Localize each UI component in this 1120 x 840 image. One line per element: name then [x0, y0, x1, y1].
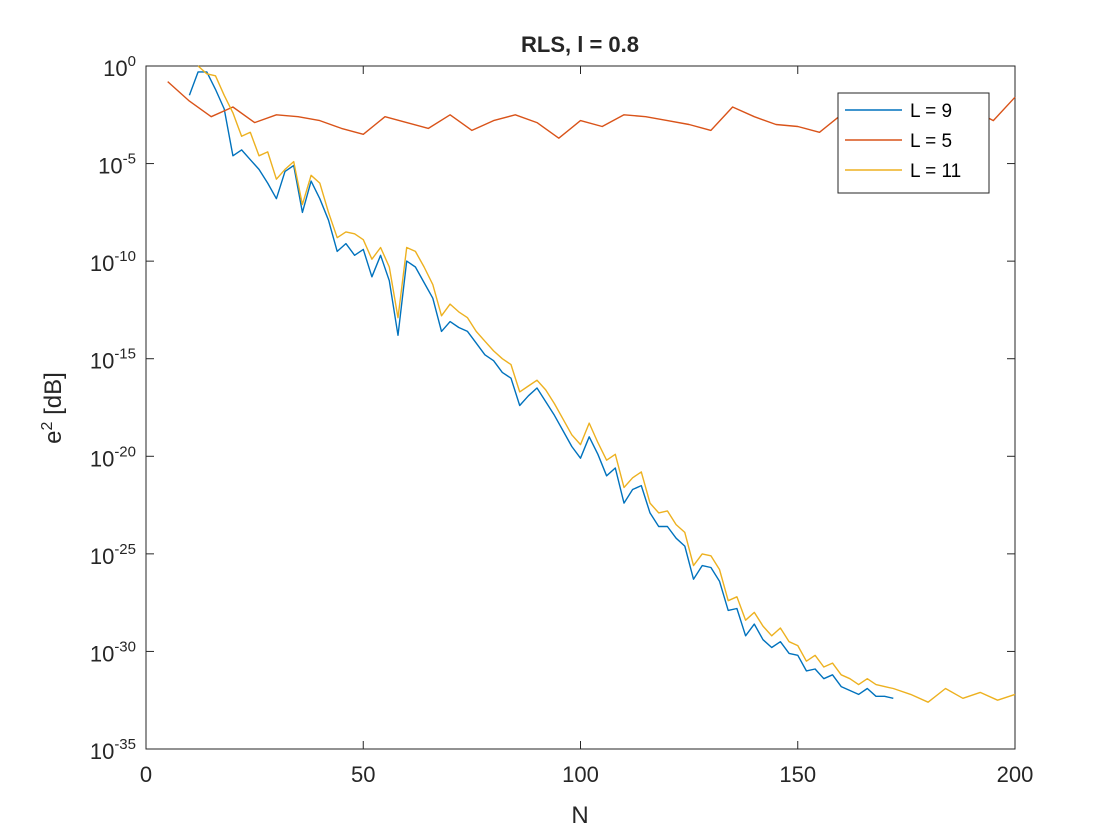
y-tick-base: 10 — [90, 349, 114, 374]
x-tick-label: 0 — [140, 762, 152, 787]
y-tick-exponent: -15 — [114, 346, 136, 363]
series-line-3 — [197, 65, 1016, 703]
y-tick-base: 10 — [90, 544, 114, 569]
y-axis-label: e2 [dB] — [39, 372, 67, 444]
y-tick-base: 10 — [90, 251, 114, 276]
legend: L = 9 L = 5 L = 11 — [837, 92, 990, 194]
y-tick-label: 100 — [103, 53, 136, 81]
legend-label: L = 11 — [910, 161, 961, 182]
y-tick-exponent: -30 — [114, 638, 136, 655]
legend-label: L = 9 — [910, 101, 952, 122]
y-tick-label: 10-30 — [90, 638, 136, 666]
chart-title: RLS, l = 0.8 — [521, 32, 639, 57]
y-tick-label: 10-5 — [98, 151, 136, 179]
x-tick-label: 100 — [562, 762, 599, 787]
y-tick-base: 10 — [90, 739, 114, 764]
y-axis-label-sup: 2 — [39, 421, 56, 430]
y-tick-label: 10-25 — [90, 541, 136, 569]
x-axis: 0 50 100 150 200 — [140, 66, 1033, 787]
y-tick-exponent: -25 — [114, 541, 136, 558]
svg-text:e2 [dB]: e2 [dB] — [39, 372, 67, 444]
y-tick-base: 10 — [103, 56, 127, 81]
y-tick-base: 10 — [98, 154, 122, 179]
y-tick-label: 10-10 — [90, 248, 136, 276]
y-tick-base: 10 — [90, 641, 114, 666]
y-tick-exponent: -20 — [114, 443, 136, 460]
y-axis-label-base: e — [40, 430, 67, 443]
y-tick-label: 10-20 — [90, 443, 136, 471]
y-tick-base: 10 — [90, 446, 114, 471]
series-line-1 — [188, 71, 894, 699]
legend-label: L = 5 — [910, 131, 952, 152]
y-tick-exponent: -35 — [114, 736, 136, 753]
y-tick-exponent: -10 — [114, 248, 136, 265]
x-axis-label: N — [571, 802, 588, 829]
x-tick-label: 150 — [779, 762, 816, 787]
y-tick-label: 10-35 — [90, 736, 136, 764]
x-tick-label: 200 — [997, 762, 1034, 787]
y-axis-label-rest: [dB] — [40, 372, 67, 421]
x-tick-label: 50 — [351, 762, 375, 787]
y-tick-label: 10-15 — [90, 346, 136, 374]
y-tick-exponent: -5 — [123, 151, 136, 168]
y-tick-exponent: 0 — [128, 53, 136, 70]
